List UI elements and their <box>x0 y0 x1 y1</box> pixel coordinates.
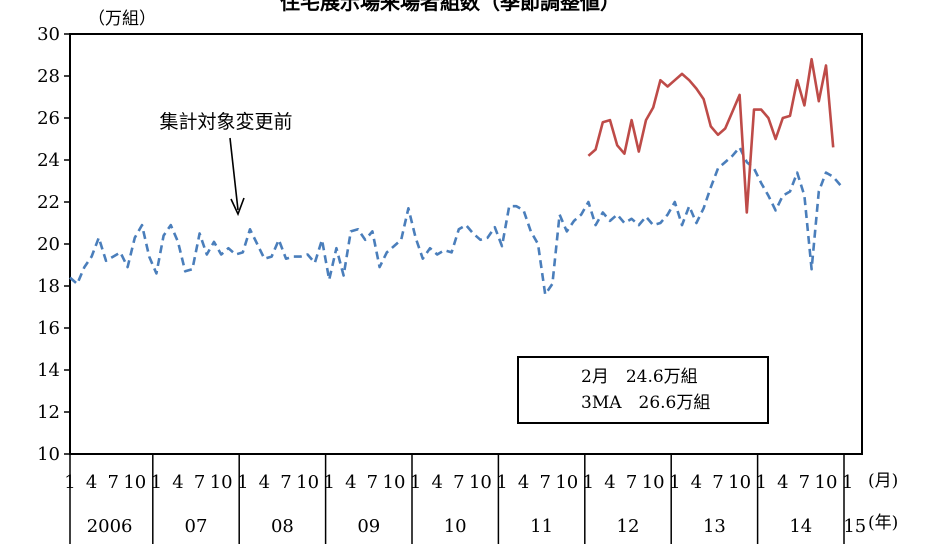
x-month-label: 1 <box>410 472 421 493</box>
x-month-label: 7 <box>453 472 464 493</box>
x-year-label: 11 <box>530 516 553 537</box>
x-month-label: 10 <box>555 472 578 493</box>
x-year-label: 08 <box>271 516 294 537</box>
x-month-label: 10 <box>728 472 751 493</box>
x-month-label: 7 <box>799 472 810 493</box>
x-year-label: 12 <box>617 516 640 537</box>
x-year-label: 15 <box>843 516 866 537</box>
x-month-label: 1 <box>583 472 594 493</box>
x-month-label: 7 <box>194 472 205 493</box>
x-month-label: 7 <box>712 472 723 493</box>
y-tick-label: 28 <box>37 66 60 87</box>
y-tick-label: 12 <box>37 402 60 423</box>
x-month-label: 4 <box>172 472 183 493</box>
x-month-label: 10 <box>469 472 492 493</box>
chart-title: 住宅展示場来場者組数（季節調整値） <box>280 0 620 14</box>
x-month-label: 1 <box>151 472 162 493</box>
x-month-label: 10 <box>296 472 319 493</box>
x-month-label: 1 <box>237 472 248 493</box>
x-month-label: 1 <box>669 472 680 493</box>
x-month-label: 1 <box>64 472 75 493</box>
x-month-label: 7 <box>539 472 550 493</box>
y-tick-label: 10 <box>37 444 60 465</box>
x-month-label: 4 <box>518 472 529 493</box>
y-tick-label: 24 <box>37 150 60 171</box>
y-tick-label: 30 <box>37 24 60 45</box>
x-year-label: 13 <box>703 516 726 537</box>
x-year-label: 2006 <box>87 516 133 537</box>
x-month-label: 10 <box>383 472 406 493</box>
y-tick-label: 14 <box>37 360 60 381</box>
x-month-label: 4 <box>259 472 270 493</box>
x-month-label: 4 <box>431 472 442 493</box>
x-month-label: 10 <box>210 472 233 493</box>
y-tick-label: 18 <box>37 276 60 297</box>
x-year-unit: (年) <box>868 513 898 533</box>
x-month-label: 1 <box>496 472 507 493</box>
x-month-label: 1 <box>842 472 853 493</box>
x-month-label: 4 <box>345 472 356 493</box>
y-tick-label: 26 <box>37 108 60 129</box>
series-layer <box>69 57 842 296</box>
y-unit-label: （万組） <box>88 9 156 29</box>
x-month-label: 4 <box>604 472 615 493</box>
annotation-arrow-shaft <box>229 137 239 211</box>
y-tick-label: 20 <box>37 234 60 255</box>
x-month-label: 7 <box>626 472 637 493</box>
x-year-label: 10 <box>444 516 467 537</box>
x-month-label: 10 <box>123 472 146 493</box>
x-month-label: 4 <box>691 472 702 493</box>
y-tick-label: 16 <box>37 318 60 339</box>
x-year-label: 07 <box>185 516 208 537</box>
x-month-label: 10 <box>815 472 838 493</box>
x-year-label: 14 <box>789 516 812 537</box>
x-month-label: 10 <box>642 472 665 493</box>
legend-box: 2月 24.6万組 3MA 26.6万組 <box>517 356 769 424</box>
x-month-label: 4 <box>86 472 97 493</box>
annotation-arrow-head <box>230 197 245 217</box>
series-line-after-change <box>587 57 835 214</box>
x-month-label: 7 <box>280 472 291 493</box>
annotation-layer: 集計対象変更前 <box>159 111 293 217</box>
x-month-label: 7 <box>367 472 378 493</box>
x-month-label: 1 <box>755 472 766 493</box>
x-year-label: 09 <box>357 516 380 537</box>
y-tick-label: 22 <box>37 192 60 213</box>
x-month-label: 4 <box>777 472 788 493</box>
legend-line-3ma: 3MA 26.6万組 <box>581 393 711 413</box>
series-line-before-change <box>69 146 842 296</box>
x-month-label: 7 <box>107 472 118 493</box>
legend-line-monthly: 2月 24.6万組 <box>581 367 698 387</box>
y-axis: 10 12 14 16 18 20 22 24 26 28 30 （万組） <box>37 9 156 465</box>
x-month-label: 1 <box>323 472 334 493</box>
x-month-unit: (月) <box>868 471 898 491</box>
annotation-label: 集計対象変更前 <box>159 111 292 133</box>
